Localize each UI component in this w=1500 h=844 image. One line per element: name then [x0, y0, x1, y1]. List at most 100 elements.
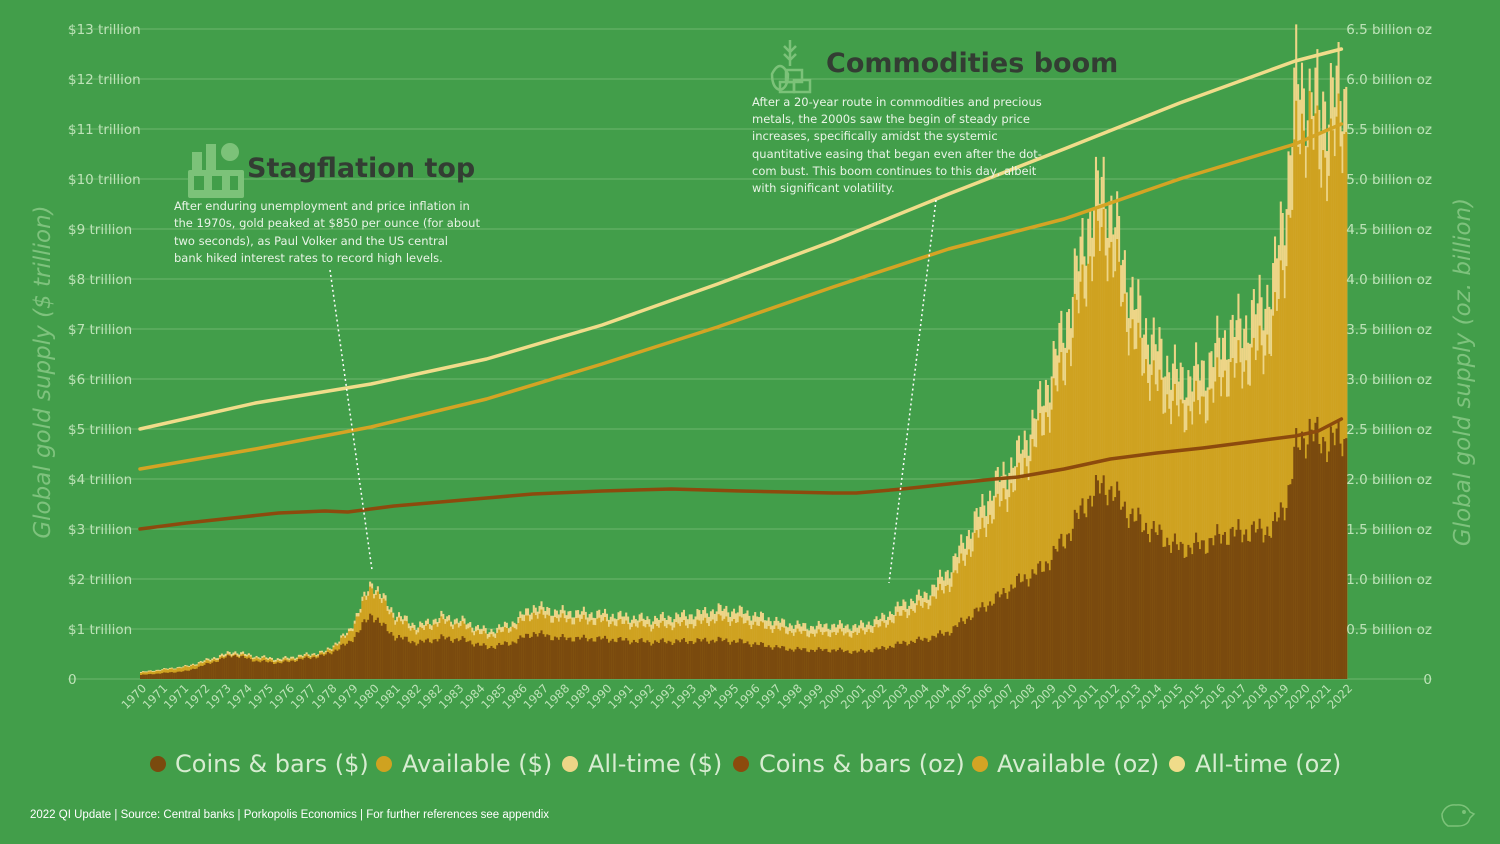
bar — [1014, 490, 1017, 679]
bar — [1268, 535, 1271, 679]
bar — [775, 645, 778, 679]
bar — [1285, 507, 1288, 679]
bar — [1081, 498, 1084, 679]
bar — [763, 646, 766, 679]
bar — [1235, 363, 1238, 679]
commodities-text-line-5: com bust. This boom continues to this da… — [752, 164, 1037, 178]
bar — [867, 649, 870, 679]
bar — [844, 650, 847, 679]
bar — [908, 644, 911, 679]
bar — [706, 641, 709, 679]
bar — [507, 645, 510, 679]
bar — [301, 659, 304, 679]
bar — [165, 672, 168, 679]
bar — [1160, 529, 1163, 679]
bar — [1116, 481, 1119, 679]
bar — [176, 671, 179, 679]
bar — [307, 658, 310, 679]
bar — [1121, 506, 1124, 679]
bar — [625, 638, 628, 679]
bar — [534, 633, 537, 679]
bar — [690, 641, 693, 679]
bar — [1042, 571, 1046, 679]
bar — [756, 644, 759, 679]
bar — [1272, 521, 1275, 679]
bar — [794, 649, 797, 679]
bar — [1083, 298, 1086, 679]
bar — [761, 642, 764, 679]
bar — [1293, 139, 1296, 680]
bar — [1306, 444, 1309, 679]
bar — [170, 672, 173, 679]
bar — [652, 643, 655, 679]
bar — [203, 664, 206, 679]
bar — [1017, 462, 1021, 679]
bar — [992, 603, 995, 679]
bar — [1337, 93, 1340, 679]
bar — [987, 524, 990, 679]
bar — [272, 663, 275, 679]
bar — [825, 648, 828, 679]
bar — [147, 674, 150, 679]
bar — [1223, 532, 1227, 679]
bar — [372, 622, 376, 679]
bar — [1268, 353, 1271, 679]
bar — [1019, 582, 1022, 679]
bar — [315, 658, 318, 679]
bar — [1177, 416, 1180, 679]
bar — [1297, 447, 1300, 679]
bar — [1000, 501, 1003, 679]
bar — [1129, 328, 1132, 679]
bar — [667, 640, 670, 679]
bar — [827, 651, 830, 679]
bar — [1156, 391, 1159, 679]
bar — [496, 645, 499, 679]
bar — [1239, 362, 1242, 679]
bar — [1216, 357, 1219, 679]
bar — [166, 672, 170, 679]
bar — [954, 625, 957, 679]
bar — [632, 639, 635, 679]
bar — [363, 619, 366, 679]
bar — [956, 626, 959, 679]
bar — [284, 660, 287, 679]
bar — [894, 643, 897, 679]
bar — [1112, 277, 1115, 679]
bar — [588, 639, 591, 679]
left-tick-label: $6 trillion — [68, 372, 132, 388]
stagflation-title: Stagflation top — [247, 153, 475, 184]
bar — [915, 639, 918, 679]
bar — [1222, 377, 1225, 679]
bar — [1108, 247, 1111, 680]
bar — [1170, 424, 1173, 679]
bar — [295, 661, 299, 679]
bar — [1187, 544, 1190, 679]
bar — [627, 640, 630, 679]
bar — [1002, 588, 1005, 679]
bar — [332, 651, 335, 679]
bar — [983, 607, 986, 679]
bar — [268, 661, 272, 679]
bar — [950, 586, 953, 679]
legend-swatch-available-oz — [972, 756, 988, 772]
bar — [815, 649, 818, 679]
bar — [240, 656, 243, 679]
bar — [842, 652, 845, 679]
bar — [1004, 499, 1007, 679]
legend-swatch-coins-bars-usd — [150, 756, 166, 772]
bar — [436, 641, 439, 679]
bar — [779, 648, 782, 679]
bar — [686, 643, 689, 679]
bar — [954, 570, 957, 679]
bar — [471, 644, 474, 679]
bar — [681, 639, 684, 679]
bar — [1064, 548, 1067, 679]
bar — [630, 642, 634, 679]
bar — [1275, 310, 1278, 679]
bar — [640, 638, 643, 679]
bar — [1320, 187, 1323, 679]
bar — [322, 655, 325, 679]
bar — [475, 643, 478, 679]
bar — [1098, 250, 1101, 679]
bar — [942, 635, 945, 679]
